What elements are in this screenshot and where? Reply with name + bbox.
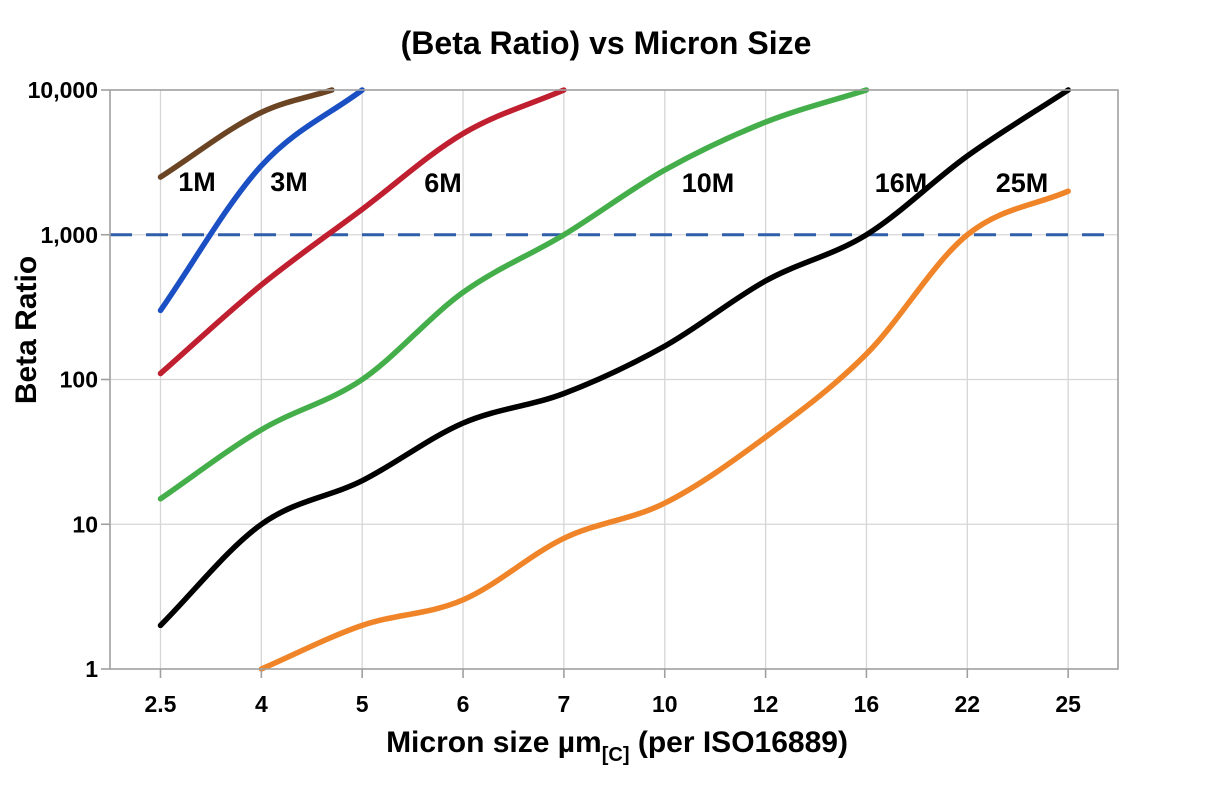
x-axis-title-subscript: [C] bbox=[602, 744, 630, 766]
x-axis-title: Micron size µm[C] (per ISO16889) bbox=[386, 726, 848, 766]
label-layer: 2.5 4 5 6 7 10 12 16 22 25 1 10 100 1,000 10,000 1M 3M 6M… bbox=[28, 77, 1082, 717]
series-line-16M bbox=[157, 87, 1071, 629]
series-line-1M bbox=[157, 87, 335, 180]
x-tick-label: 22 bbox=[955, 691, 981, 717]
x-tick-label: 16 bbox=[854, 691, 880, 717]
chart-title: (Beta Ratio) vs Micron Size bbox=[401, 25, 812, 61]
grid-layer bbox=[110, 90, 1118, 669]
series-label-25M: 25M bbox=[996, 168, 1049, 198]
x-axis-title-prefix: Micron size µm bbox=[386, 726, 602, 759]
axis-layer bbox=[101, 89, 1119, 678]
series-line-10M bbox=[157, 87, 870, 502]
y-tick-label: 10,000 bbox=[28, 77, 98, 103]
x-axis-title-suffix: (per ISO16889) bbox=[630, 726, 848, 759]
x-tick-label: 25 bbox=[1055, 691, 1081, 717]
series-label-10M: 10M bbox=[682, 168, 735, 198]
y-tick-label: 10 bbox=[72, 511, 98, 537]
series-label-6M: 6M bbox=[424, 168, 462, 198]
x-tick-label: 12 bbox=[753, 691, 779, 717]
series-label-3M: 3M bbox=[270, 167, 308, 197]
y-tick-label: 1 bbox=[85, 656, 98, 682]
series-line-3M bbox=[157, 87, 365, 314]
x-tick-label: 10 bbox=[652, 691, 678, 717]
series-line-6M bbox=[157, 87, 567, 377]
x-tick-label: 4 bbox=[255, 691, 268, 717]
x-tick-label: 6 bbox=[457, 691, 470, 717]
x-tick-label: 5 bbox=[356, 691, 369, 717]
y-tick-label: 1,000 bbox=[40, 222, 98, 248]
x-tick-label: 2.5 bbox=[145, 691, 177, 717]
x-tick-label: 7 bbox=[558, 691, 571, 717]
series-label-1M: 1M bbox=[178, 167, 216, 197]
series-label-16M: 16M bbox=[875, 168, 928, 198]
plot-border bbox=[109, 89, 1119, 670]
y-axis-title: Beta Ratio bbox=[10, 256, 43, 404]
series-layer bbox=[157, 87, 1071, 672]
y-tick-label: 100 bbox=[60, 367, 98, 393]
series-line-25M bbox=[258, 188, 1071, 672]
